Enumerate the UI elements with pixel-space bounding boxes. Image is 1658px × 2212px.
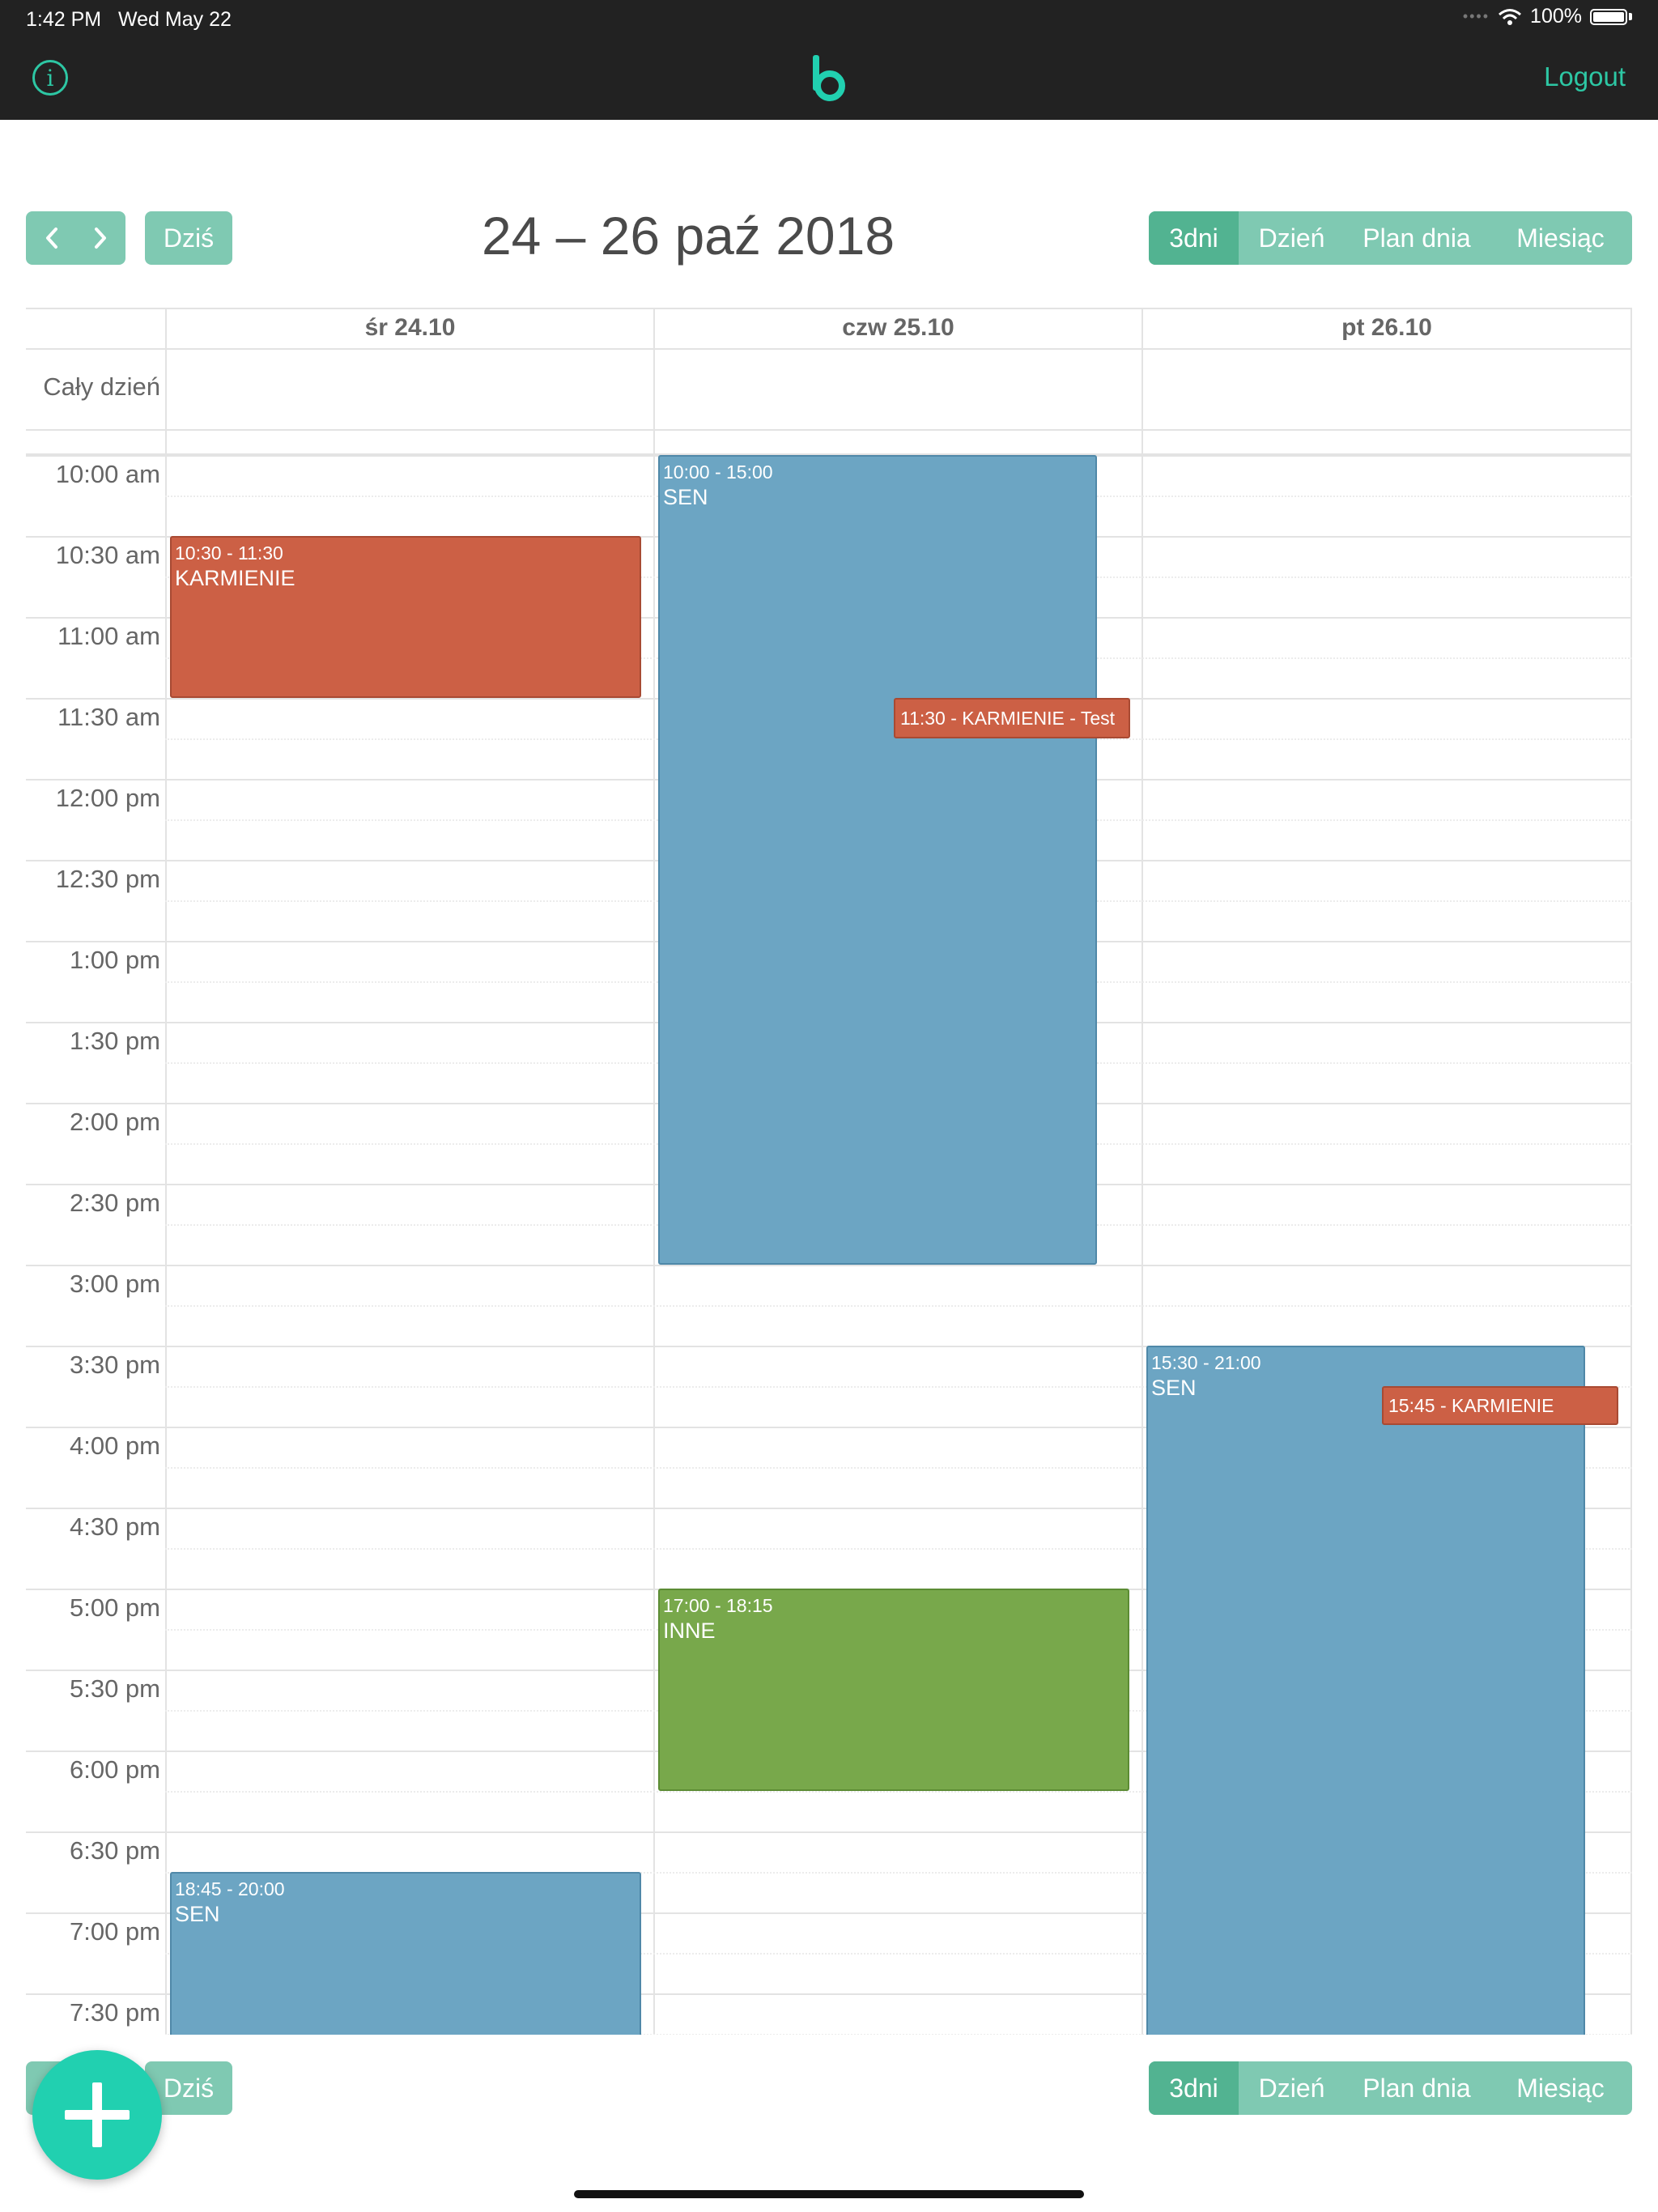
view-3days-button[interactable]: 3dni (1149, 211, 1239, 265)
event[interactable]: 10:00 - 15:00 SEN (658, 455, 1097, 1265)
add-event-button[interactable] (32, 2050, 162, 2180)
event[interactable]: 10:30 - 11:30 KARMIENIE (170, 536, 641, 698)
hour-line (26, 1993, 1632, 1995)
event[interactable]: 18:45 - 20:00 SEN (170, 1872, 641, 2035)
view-month-button[interactable]: Miesiąc (1516, 223, 1605, 253)
half-hour-line (165, 1467, 1632, 1469)
day-header: czw 25.10 (842, 314, 954, 341)
half-hour-line (165, 1953, 1632, 1955)
chevron-left-icon[interactable] (28, 226, 76, 250)
view-switcher: 3dni Dzień Plan dnia Miesiąc (1149, 211, 1632, 265)
today-button[interactable]: Dziś (145, 211, 232, 265)
hour-line (26, 1912, 1632, 1914)
event[interactable]: 15:30 - 21:00 SEN (1146, 1346, 1585, 2035)
hour-line (26, 1346, 1632, 1347)
view-switcher-bottom: 3dni Dzień Plan dnia Miesiąc (1149, 2061, 1632, 2115)
event-time: 15:30 - 21:00 (1151, 1352, 1261, 1373)
view-day-button[interactable]: Dzień (1258, 2073, 1325, 2103)
hour-line (26, 1831, 1632, 1833)
home-indicator (574, 2190, 1084, 2198)
day-header: pt 26.10 (1341, 314, 1432, 341)
view-day-button[interactable]: Dzień (1258, 223, 1325, 253)
view-3days-button[interactable]: 3dni (1149, 2061, 1239, 2115)
event[interactable]: 11:30 - KARMIENIE - Test (894, 698, 1130, 738)
all-day-label: Cały dzień (43, 372, 160, 401)
time-label: 10:30 am (55, 541, 160, 569)
event-title: INNE (663, 1619, 716, 1643)
time-label: 11:00 am (57, 622, 160, 650)
hour-line (26, 1265, 1632, 1266)
hour-line (26, 1427, 1632, 1428)
logout-link[interactable]: Logout (1544, 62, 1626, 91)
half-hour-line (165, 1305, 1632, 1307)
half-hour-line (165, 1548, 1632, 1550)
event-title: SEN (1151, 1376, 1197, 1400)
view-agenda-button[interactable]: Plan dnia (1363, 2073, 1471, 2103)
status-date: Wed May 22 (118, 8, 232, 31)
info-icon[interactable]: i (32, 60, 68, 96)
time-label: 2:00 pm (69, 1108, 160, 1136)
hour-line (26, 1508, 1632, 1509)
signal-icon: •••• (1462, 8, 1490, 24)
battery-percent: 100% (1530, 5, 1582, 28)
top-bar: 1:42 PM Wed May 22 •••• 100% i Logout (0, 0, 1658, 120)
event-time: 11:30 - KARMIENIE - Test (900, 708, 1116, 729)
half-hour-line (165, 2034, 1632, 2035)
time-label: 10:00 am (55, 460, 160, 488)
status-indicators: •••• 100% (1463, 5, 1632, 28)
app-logo (813, 55, 845, 101)
time-label: 11:30 am (57, 703, 160, 731)
calendar-grid: śr 24.10 czw 25.10 pt 26.10 Cały dzień 1… (26, 308, 1632, 2035)
time-label: 1:00 pm (69, 946, 160, 974)
half-hour-line (165, 1791, 1632, 1793)
status-time: 1:42 PM (26, 8, 102, 31)
event-title: KARMIENIE (175, 566, 295, 590)
event-time: 10:30 - 11:30 (175, 542, 283, 564)
event-time: 18:45 - 20:00 (175, 1878, 285, 1899)
event-time: 17:00 - 18:15 (663, 1595, 773, 1616)
time-label: 3:30 pm (69, 1351, 160, 1379)
time-label: 3:00 pm (69, 1270, 160, 1298)
chevron-right-icon[interactable] (76, 226, 125, 250)
time-label: 2:30 pm (69, 1189, 160, 1217)
time-label: 12:00 pm (55, 784, 160, 812)
event-title: SEN (663, 485, 708, 509)
time-label: 4:00 pm (69, 1431, 160, 1460)
view-month-button[interactable]: Miesiąc (1516, 2073, 1605, 2103)
time-label: 5:00 pm (69, 1593, 160, 1622)
half-hour-line (165, 1872, 1632, 1874)
time-label: 12:30 pm (55, 865, 160, 893)
prev-next-group (26, 211, 125, 265)
event[interactable]: 15:45 - KARMIENIE (1382, 1386, 1618, 1425)
battery-icon (1590, 8, 1627, 25)
event-title: SEN (175, 1902, 220, 1926)
time-label: 1:30 pm (69, 1027, 160, 1055)
day-header: śr 24.10 (364, 314, 456, 341)
view-agenda-button[interactable]: Plan dnia (1363, 223, 1471, 253)
event-time: 15:45 - KARMIENIE (1388, 1395, 1554, 1416)
time-label: 4:30 pm (69, 1512, 160, 1541)
time-label: 5:30 pm (69, 1674, 160, 1703)
time-label: 6:00 pm (69, 1755, 160, 1784)
time-label: 7:00 pm (69, 1917, 160, 1946)
half-hour-line (165, 1386, 1632, 1388)
event[interactable]: 17:00 - 18:15 INNE (658, 1589, 1129, 1791)
page-title: 24 – 26 paź 2018 (481, 206, 895, 266)
time-label: 7:30 pm (69, 1998, 160, 2027)
time-label: 6:30 pm (69, 1836, 160, 1865)
event-time: 10:00 - 15:00 (663, 462, 773, 483)
wifi-icon (1499, 8, 1522, 25)
